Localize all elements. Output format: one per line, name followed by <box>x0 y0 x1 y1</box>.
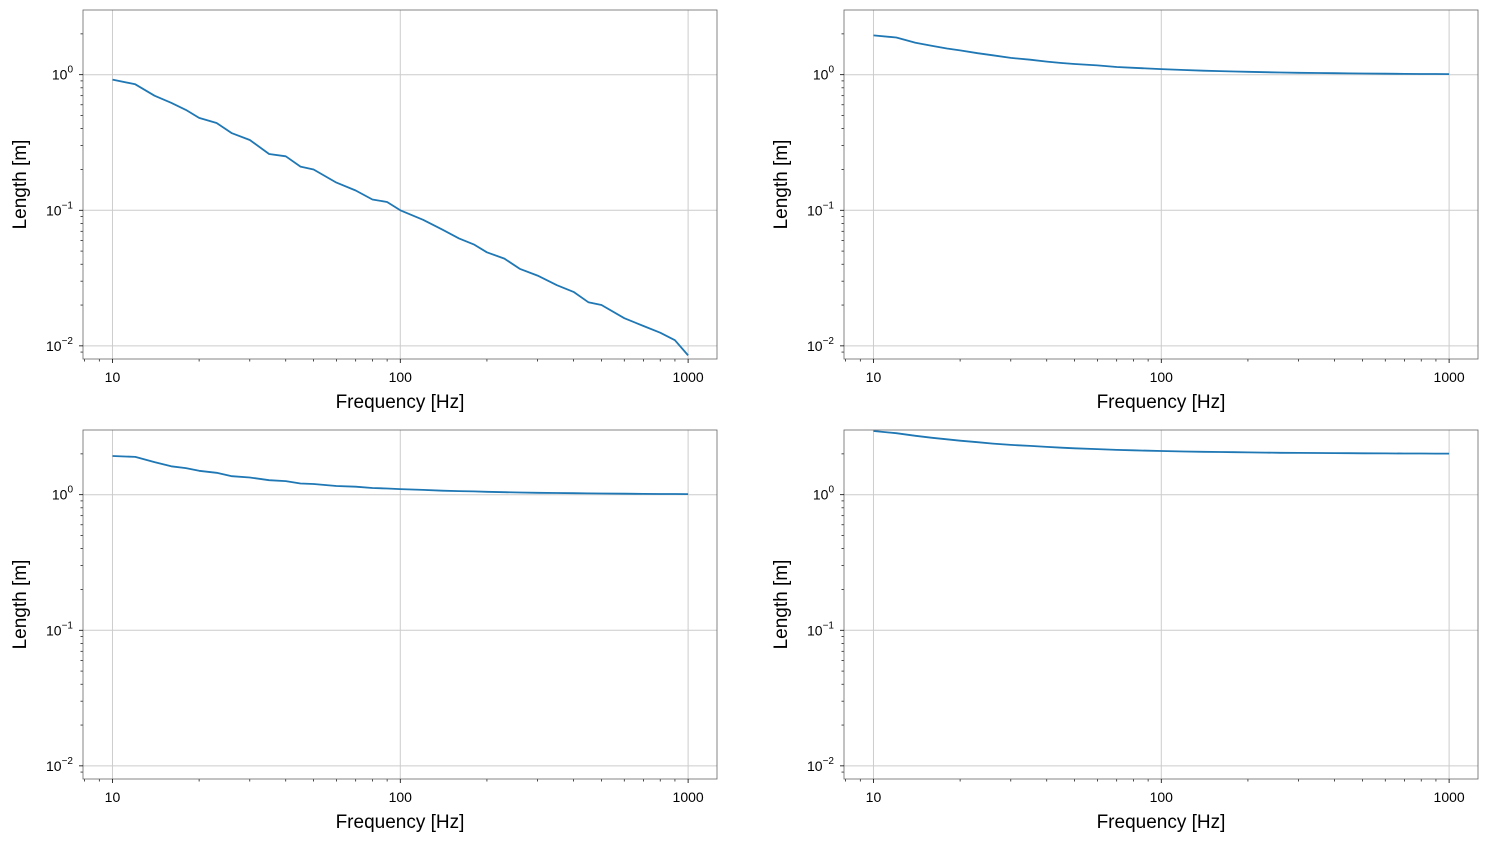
y-tick-exponent: −2 <box>823 336 835 347</box>
y-tick-base: 10 <box>807 338 823 354</box>
x-tick-label: 100 <box>1150 369 1174 385</box>
y-tick-exponent: −1 <box>823 620 835 631</box>
y-tick-label: 10−2 <box>807 336 834 354</box>
y-tick-label: 10−1 <box>807 200 834 218</box>
x-tick-label: 10 <box>866 789 882 805</box>
x-axis-label: Frequency [Hz] <box>1097 392 1226 413</box>
x-tick-label: 10 <box>105 369 121 385</box>
y-axis-label: Length [m] <box>10 140 31 230</box>
y-tick-base: 10 <box>807 758 823 774</box>
y-tick-base: 10 <box>52 67 68 83</box>
y-tick-exponent: 0 <box>828 485 834 496</box>
x-tick-label: 1000 <box>1434 789 1465 805</box>
x-axis-label: Frequency [Hz] <box>336 812 465 833</box>
y-tick-exponent: 0 <box>828 65 834 76</box>
series-line <box>873 430 1450 455</box>
x-tick-label: 100 <box>389 789 413 805</box>
y-tick-base: 10 <box>46 338 62 354</box>
y-tick-exponent: −2 <box>62 336 74 347</box>
y-tick-label: 10−2 <box>46 756 73 774</box>
x-tick-label: 100 <box>389 369 413 385</box>
x-tick-label: 10 <box>105 789 121 805</box>
series-line <box>873 34 1450 75</box>
y-tick-exponent: −1 <box>62 200 74 211</box>
y-tick-exponent: 0 <box>67 65 73 76</box>
y-tick-label: 10−1 <box>46 620 73 638</box>
y-tick-label: 100 <box>52 65 74 83</box>
y-tick-exponent: −1 <box>62 620 74 631</box>
series-line <box>112 455 689 495</box>
x-tick-label: 10 <box>866 369 882 385</box>
y-tick-label: 10−2 <box>807 756 834 774</box>
y-axis-label: Length [m] <box>771 560 792 650</box>
y-tick-label: 100 <box>813 65 835 83</box>
y-tick-base: 10 <box>807 622 823 638</box>
y-tick-base: 10 <box>813 67 829 83</box>
y-tick-exponent: −2 <box>823 756 835 767</box>
y-tick-label: 10−1 <box>807 620 834 638</box>
y-tick-label: 100 <box>813 485 835 503</box>
y-tick-label: 10−1 <box>46 200 73 218</box>
y-tick-base: 10 <box>46 622 62 638</box>
y-tick-base: 10 <box>52 487 68 503</box>
x-tick-label: 1000 <box>1434 369 1465 385</box>
y-axis-label: Length [m] <box>10 560 31 650</box>
y-tick-base: 10 <box>46 758 62 774</box>
y-tick-base: 10 <box>807 202 823 218</box>
x-axis-label: Frequency [Hz] <box>336 392 465 413</box>
y-tick-label: 10−2 <box>46 336 73 354</box>
y-tick-exponent: −1 <box>823 200 835 211</box>
y-tick-label: 100 <box>52 485 74 503</box>
x-tick-label: 1000 <box>673 789 704 805</box>
x-axis-label: Frequency [Hz] <box>1097 812 1226 833</box>
x-tick-label: 1000 <box>673 369 704 385</box>
x-tick-label: 100 <box>1150 789 1174 805</box>
y-axis-label: Length [m] <box>771 140 792 230</box>
y-tick-base: 10 <box>813 487 829 503</box>
y-tick-base: 10 <box>46 202 62 218</box>
y-tick-exponent: −2 <box>62 756 74 767</box>
series-line <box>112 78 689 356</box>
y-tick-exponent: 0 <box>67 485 73 496</box>
